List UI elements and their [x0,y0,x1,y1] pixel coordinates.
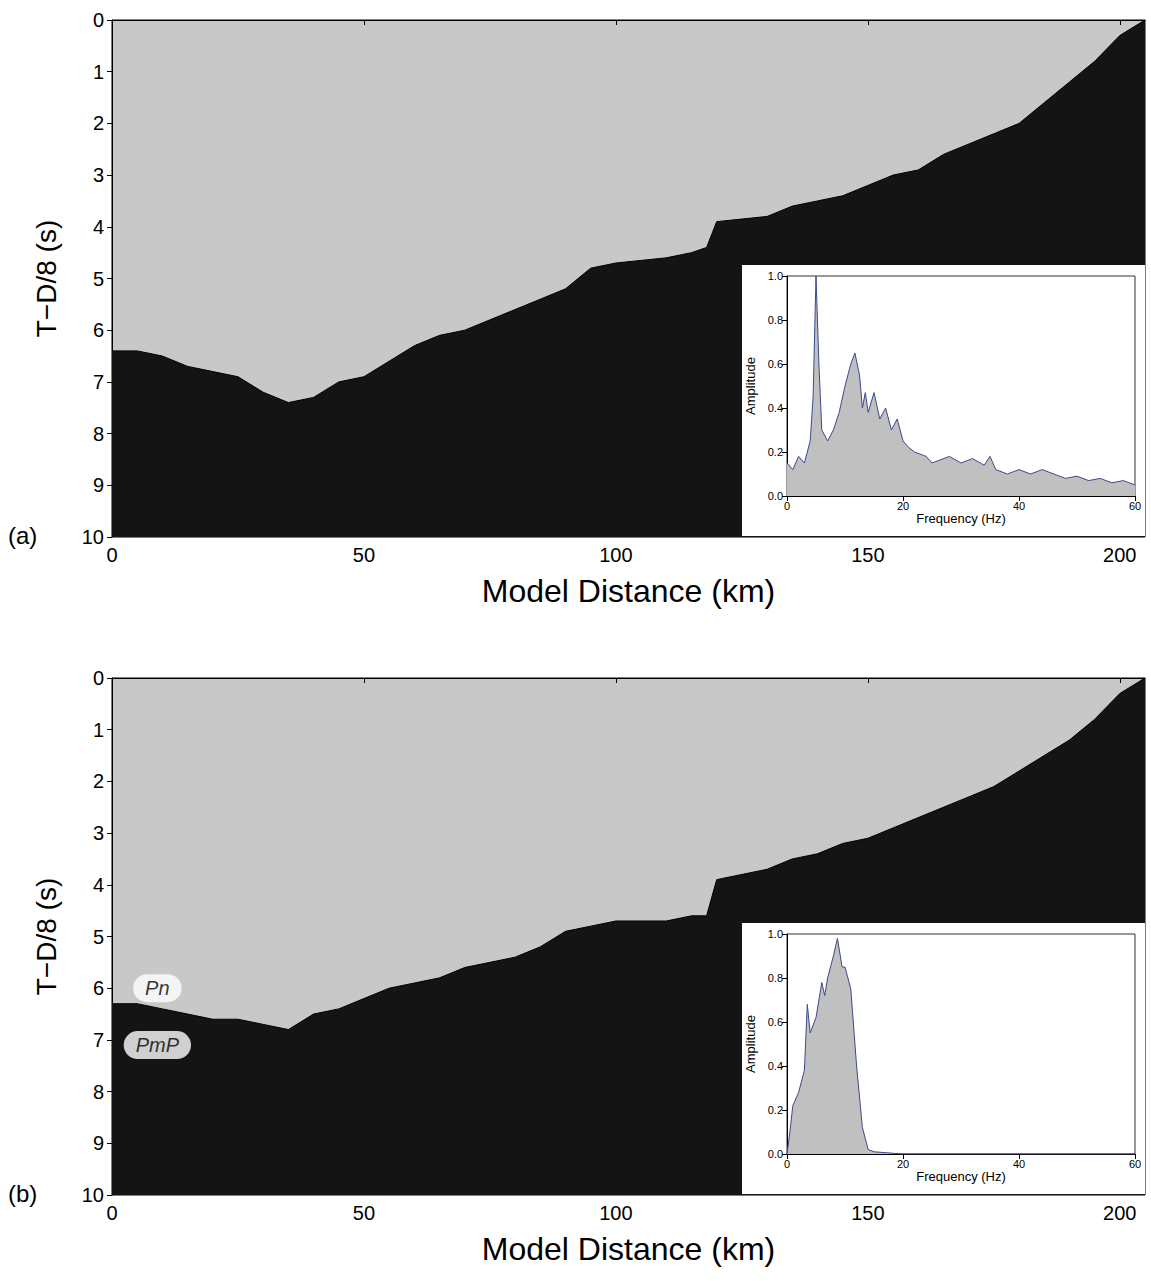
svg-text:100: 100 [599,1202,632,1224]
svg-text:Model Distance (km): Model Distance (km) [482,573,775,609]
svg-text:T−D/8 (s): T−D/8 (s) [31,220,62,337]
svg-text:0.2: 0.2 [768,446,783,458]
svg-text:8: 8 [93,423,104,445]
svg-text:60: 60 [1129,500,1141,512]
svg-text:40: 40 [1013,500,1025,512]
svg-text:T−D/8 (s): T−D/8 (s) [31,878,62,995]
svg-text:4: 4 [93,216,104,238]
svg-text:5: 5 [93,268,104,290]
svg-text:100: 100 [599,544,632,566]
svg-text:0.4: 0.4 [768,1060,783,1072]
svg-text:Amplitude: Amplitude [743,357,758,415]
svg-text:10: 10 [82,1184,104,1206]
svg-text:1: 1 [93,719,104,741]
svg-text:Frequency (Hz): Frequency (Hz) [916,1169,1006,1184]
svg-text:0: 0 [93,667,104,689]
svg-text:50: 50 [353,544,375,566]
svg-text:2: 2 [93,770,104,792]
svg-text:8: 8 [93,1081,104,1103]
svg-text:60: 60 [1129,1158,1141,1170]
svg-text:0.0: 0.0 [768,490,783,502]
svg-text:0.6: 0.6 [768,358,783,370]
svg-text:Model Distance (km): Model Distance (km) [482,1231,775,1267]
svg-text:Amplitude: Amplitude [743,1015,758,1073]
svg-text:200: 200 [1103,1202,1136,1224]
svg-text:150: 150 [851,1202,884,1224]
svg-text:(a): (a) [8,522,37,549]
svg-text:Pn: Pn [145,977,169,999]
svg-text:4: 4 [93,874,104,896]
svg-text:20: 20 [897,1158,909,1170]
svg-text:0: 0 [784,500,790,512]
svg-text:(b): (b) [8,1180,37,1207]
svg-text:0.0: 0.0 [768,1148,783,1160]
svg-text:3: 3 [93,164,104,186]
svg-text:1.0: 1.0 [768,270,783,282]
svg-text:2: 2 [93,112,104,134]
svg-text:1: 1 [93,61,104,83]
svg-text:1.0: 1.0 [768,928,783,940]
svg-text:PmP: PmP [136,1034,180,1056]
svg-text:150: 150 [851,544,884,566]
svg-text:9: 9 [93,1132,104,1154]
svg-text:0.8: 0.8 [768,972,783,984]
svg-text:200: 200 [1103,544,1136,566]
svg-text:6: 6 [93,977,104,999]
svg-text:10: 10 [82,526,104,548]
svg-text:0: 0 [784,1158,790,1170]
svg-text:0: 0 [106,544,117,566]
svg-text:7: 7 [93,1029,104,1051]
svg-text:Frequency (Hz): Frequency (Hz) [916,511,1006,526]
svg-text:6: 6 [93,319,104,341]
svg-text:5: 5 [93,926,104,948]
svg-text:0.2: 0.2 [768,1104,783,1116]
svg-text:50: 50 [353,1202,375,1224]
svg-text:3: 3 [93,822,104,844]
svg-text:0: 0 [106,1202,117,1224]
svg-text:0.4: 0.4 [768,402,783,414]
svg-text:20: 20 [897,500,909,512]
svg-text:9: 9 [93,474,104,496]
svg-text:0.8: 0.8 [768,314,783,326]
svg-text:0: 0 [93,9,104,31]
svg-text:40: 40 [1013,1158,1025,1170]
svg-text:7: 7 [93,371,104,393]
svg-text:0.6: 0.6 [768,1016,783,1028]
